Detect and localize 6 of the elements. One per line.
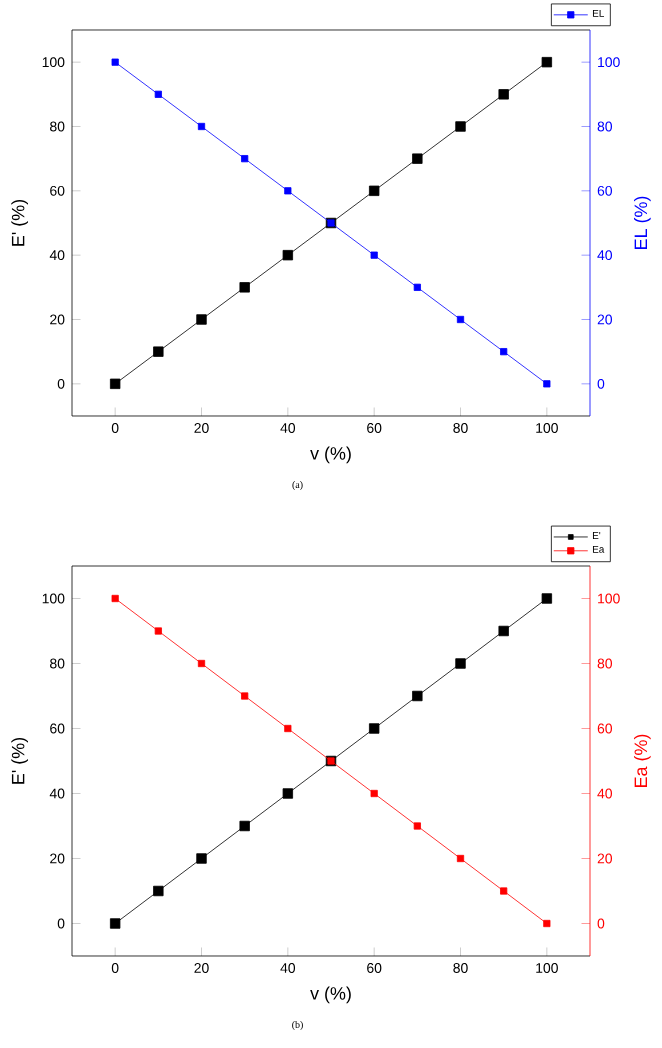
- y2-axis-title: EL (%): [633, 196, 651, 249]
- y-axis-title: E' (%): [11, 199, 29, 246]
- y-axis-title: E' (%): [11, 737, 29, 784]
- x-axis-title: v (%): [310, 446, 351, 464]
- y2-axis-title: Ea (%): [633, 734, 651, 787]
- x-axis-title: v (%): [310, 986, 351, 1004]
